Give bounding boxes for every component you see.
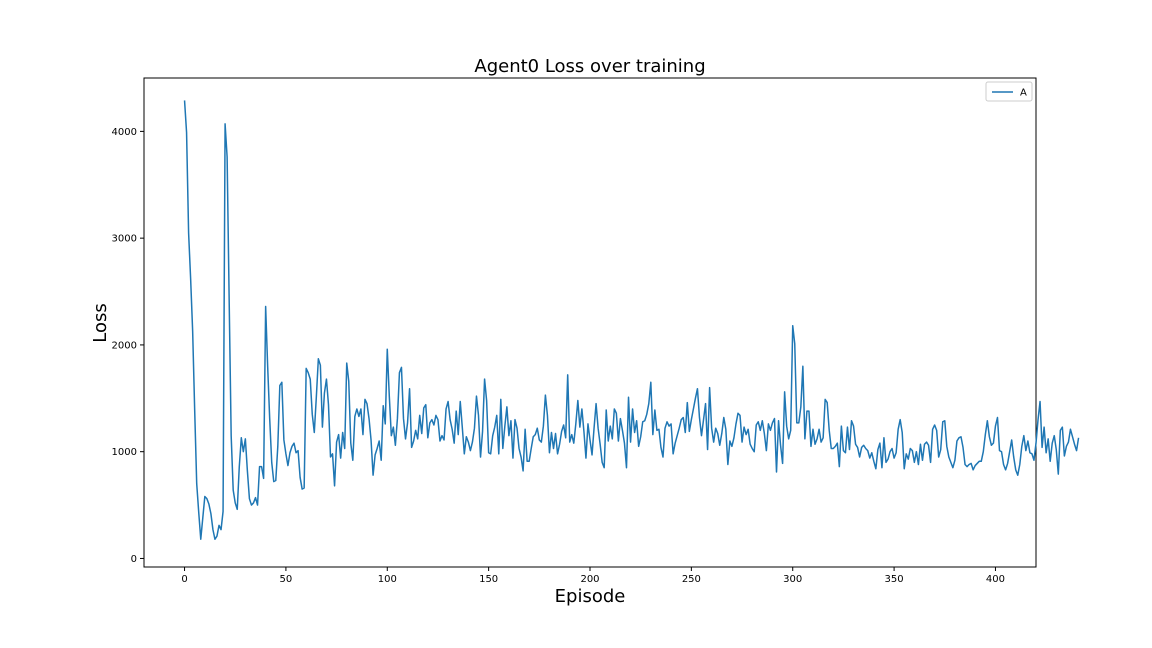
y-tick-label: 3000: [112, 234, 137, 245]
x-tick-label: 300: [783, 574, 802, 585]
legend-label-a: A: [1020, 88, 1027, 99]
legend: A: [985, 81, 1033, 102]
chart-title: Agent0 Loss over training: [474, 56, 705, 77]
y-tick-label: 0: [131, 554, 137, 565]
x-tick-label: 400: [986, 574, 1005, 585]
x-tick-label: 250: [682, 574, 701, 585]
plot-area-frame: [143, 77, 1037, 568]
x-axis-label: Episode: [555, 586, 626, 607]
y-tick-label: 1000: [112, 447, 137, 458]
y-tick-label: 2000: [112, 340, 137, 351]
y-axis-label: Loss: [90, 303, 111, 342]
x-axis-ticks: 0 50 100 150 200 250 300 350 400: [181, 567, 1005, 585]
x-tick-label: 0: [181, 574, 187, 585]
x-tick-label: 350: [885, 574, 904, 585]
x-tick-label: 100: [378, 574, 397, 585]
series-line-a: [183, 100, 1080, 540]
x-tick-label: 200: [580, 574, 599, 585]
y-tick-label: 4000: [112, 127, 137, 138]
y-axis-ticks: 0 1000 2000 3000 4000: [112, 127, 144, 565]
x-tick-label: 150: [479, 574, 498, 585]
x-tick-label: 50: [280, 574, 293, 585]
